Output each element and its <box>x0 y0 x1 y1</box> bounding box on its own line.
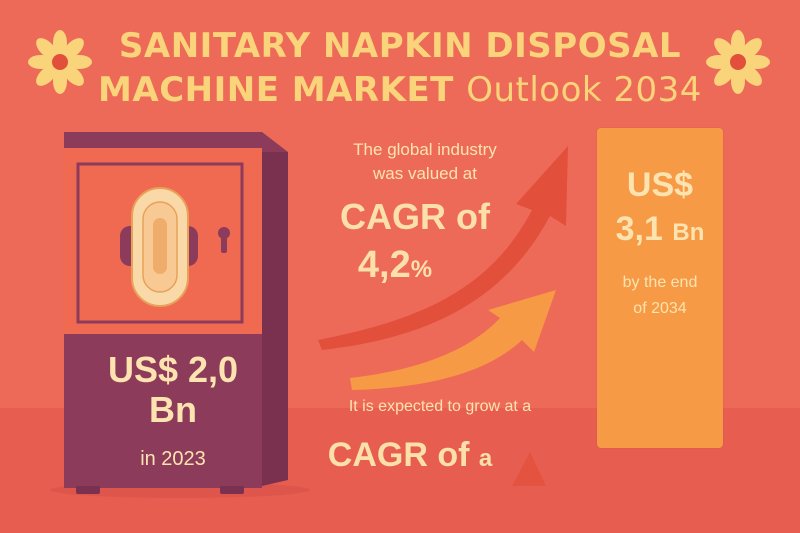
cagr-label: CAGR of <box>340 196 490 237</box>
title-line-2: MACHINE MARKET Outlook 2034 <box>0 68 800 112</box>
cagr-label-2-main: CAGR of <box>327 436 470 474</box>
lock-icon <box>221 233 227 253</box>
cagr-value: 4,2 <box>357 244 411 286</box>
page-title: SANITARY NAPKIN DISPOSAL MACHINE MARKET … <box>0 24 800 112</box>
machine-door <box>76 162 244 324</box>
intro-line-1: The global industry <box>353 140 497 159</box>
machine-side <box>262 145 288 486</box>
flower-icon <box>28 30 92 94</box>
machine-value: US$ 2,0 Bn <box>66 350 280 430</box>
cagr-rate: 4,2% <box>330 244 460 287</box>
cagr-label-2-tail: a <box>478 445 493 472</box>
pillar-currency: US$ <box>626 166 694 204</box>
growth-arrow-icon <box>318 146 568 350</box>
forecast-pillar <box>597 128 723 448</box>
pillar-number: 3,1 <box>615 210 663 248</box>
title-line-1: SANITARY NAPKIN DISPOSAL <box>118 26 682 66</box>
title-line-2-bold: MACHINE MARKET <box>98 70 454 110</box>
pillar-unit: Bn <box>672 219 705 246</box>
intro-line-2: was valued at <box>373 164 477 183</box>
cagr-label-2: CAGR of a <box>320 436 500 475</box>
flower-icon <box>706 30 770 94</box>
pillar-value: 3,1 Bn <box>597 210 723 249</box>
machine-year: in 2023 <box>140 448 206 470</box>
expect-text: It is expected to grow at a <box>348 398 532 415</box>
cagr-unit: % <box>410 256 433 283</box>
pillar-note-line-2: of 2034 <box>633 300 687 317</box>
pillar-note: by the end of 2034 <box>597 270 723 322</box>
title-line-2-light: Outlook 2034 <box>466 70 702 110</box>
intro-text: The global industry was valued at <box>310 138 540 186</box>
pillar-note-line-1: by the end <box>622 274 698 291</box>
machine-value-line2: Bn <box>149 389 197 430</box>
growth-arrow-icon <box>350 290 556 390</box>
machine-value-line1: US$ 2,0 <box>107 349 239 390</box>
